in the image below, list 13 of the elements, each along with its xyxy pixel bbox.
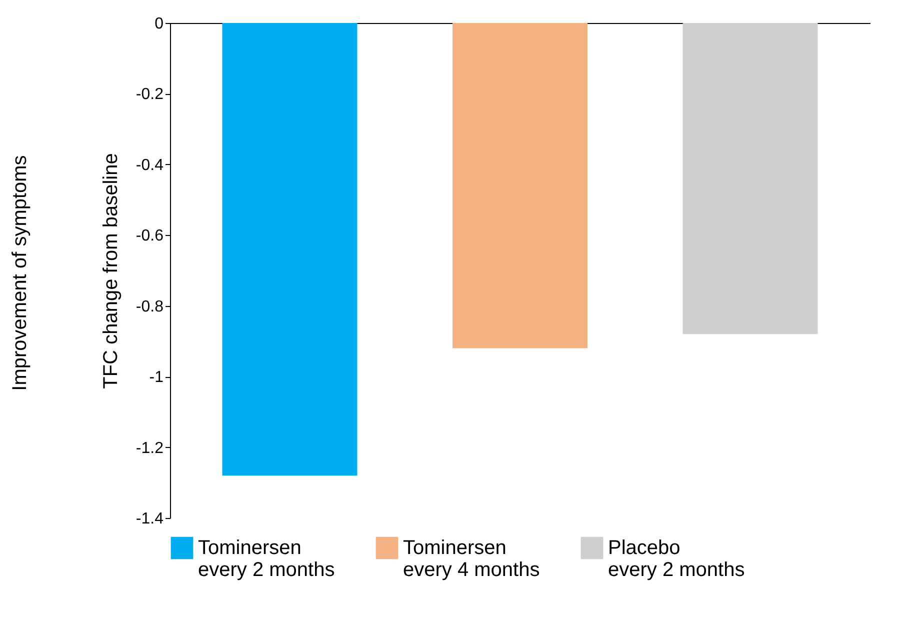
y-tick-label: -1.2 — [136, 440, 164, 457]
y-tick-label: -0.6 — [136, 228, 164, 245]
y-tick-label: 0 — [154, 16, 164, 32]
text: Improvement of symptoms — [9, 155, 31, 391]
y-tick-label: -1 — [149, 369, 164, 386]
legend-label: Placebo every 2 months — [608, 537, 745, 581]
y-tick-label: -0.2 — [136, 86, 164, 104]
y-tick-label: -0.4 — [136, 156, 164, 174]
y-tick-label: -1.4 — [136, 510, 164, 528]
legend-label: Tominersen every 4 months — [403, 537, 540, 581]
y-tick-label: -0.8 — [136, 298, 164, 316]
legend-label: Tominersen every 2 months — [198, 537, 335, 581]
y-axis-title: TFC change from baseline — [100, 153, 122, 389]
